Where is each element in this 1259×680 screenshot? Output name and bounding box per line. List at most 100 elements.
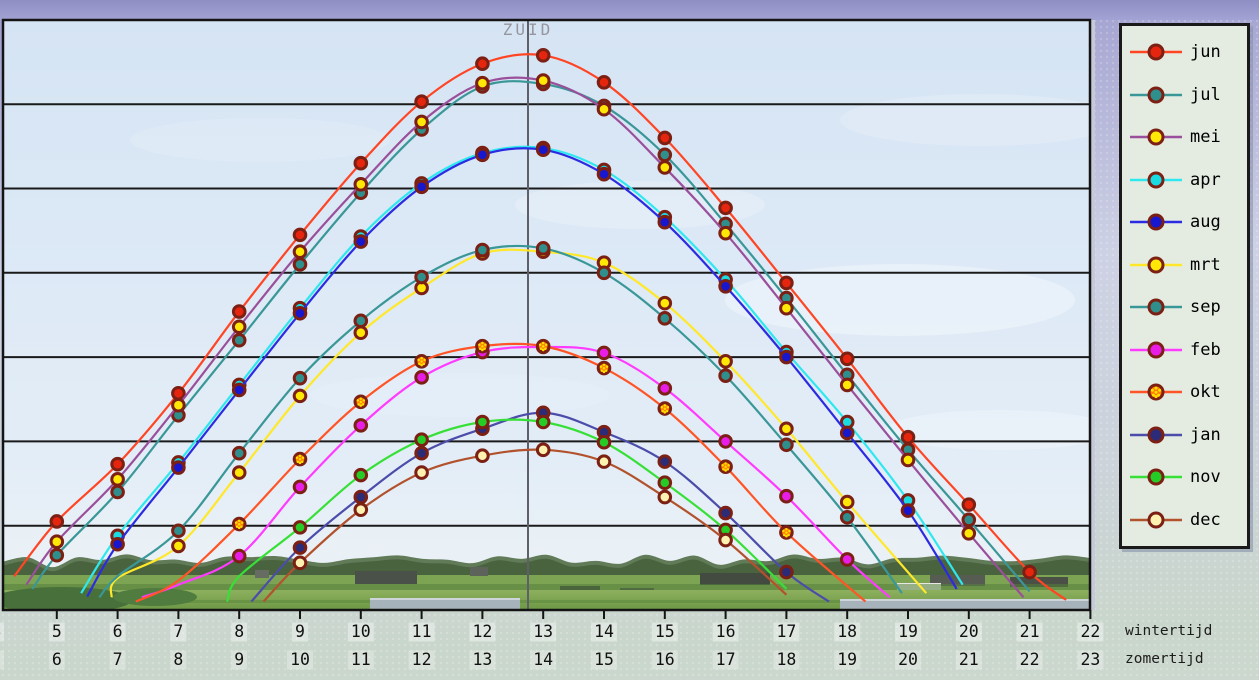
x-label-zomertijd-5: 5	[0, 650, 1, 669]
marker-aug	[839, 425, 855, 441]
marker-feb	[779, 488, 794, 504]
x-label-zomertijd-10: 10	[290, 650, 310, 669]
series-aug	[86, 142, 958, 598]
grass-streak	[3, 600, 1090, 603]
marker-dot	[240, 525, 243, 528]
label-bg	[591, 622, 617, 642]
marker-jan	[1147, 426, 1165, 444]
x-label-zomertijd-18: 18	[776, 650, 796, 669]
x-label-wintertijd-18: 18	[837, 622, 857, 641]
marker-mrt	[839, 494, 855, 510]
marker-dec	[718, 532, 733, 548]
marker-dot	[359, 397, 363, 400]
cloud	[130, 118, 390, 162]
landscape	[3, 554, 1090, 610]
legend-sample	[1130, 86, 1182, 104]
marker-feb	[292, 479, 308, 495]
marker-dot	[663, 411, 667, 414]
marker-dot	[538, 343, 542, 346]
x-label-zomertijd-15: 15	[594, 650, 614, 669]
legend-label: nov	[1190, 467, 1221, 488]
label-bg	[109, 650, 126, 670]
marker-dot	[785, 527, 788, 531]
marker-sep	[353, 313, 369, 329]
x-label-wintertijd-15: 15	[655, 622, 675, 641]
x-label-wintertijd-20: 20	[959, 622, 979, 641]
label-bg	[651, 650, 678, 670]
x-label-zomertijd-20: 20	[898, 650, 918, 669]
marker-nov	[414, 432, 429, 448]
marker-dot	[1154, 386, 1158, 390]
marker-dot	[356, 399, 360, 402]
marker-sep	[231, 445, 247, 461]
marker-jan	[657, 454, 673, 469]
marker-dot	[237, 526, 241, 530]
building	[700, 573, 770, 585]
label-bg	[712, 622, 739, 642]
legend-sample	[1130, 256, 1182, 274]
marker-mei	[110, 472, 125, 487]
marker-mrt	[1147, 256, 1165, 274]
marker-dec	[353, 502, 369, 517]
legend-label: apr	[1190, 169, 1221, 190]
label-bg	[712, 650, 739, 670]
marker-feb	[231, 548, 247, 564]
label-bg	[469, 622, 496, 642]
marker-dot	[484, 343, 487, 346]
x-label-wintertijd-4: 4	[0, 622, 1, 641]
marker-jun	[49, 514, 65, 529]
x-label-wintertijd-9: 9	[295, 622, 305, 641]
water-edge	[370, 598, 520, 600]
marker-sep	[292, 370, 308, 386]
marker-jun	[353, 155, 369, 171]
series-sep	[98, 241, 903, 599]
building	[470, 567, 488, 576]
marker-mei	[414, 114, 429, 130]
marker-dot	[478, 343, 481, 346]
legend-item-jan: jan	[1122, 414, 1247, 457]
marker-jun	[961, 497, 977, 512]
x-label-wintertijd-14: 14	[594, 622, 614, 641]
marker-sep	[718, 368, 733, 383]
marker-mrt	[657, 295, 673, 311]
legend-sample	[1130, 213, 1182, 231]
legend-label: jun	[1190, 42, 1221, 63]
x-label-zomertijd-6: 6	[52, 650, 62, 669]
label-bg	[0, 622, 4, 642]
marker-mei	[353, 176, 369, 192]
marker-jun	[535, 48, 551, 63]
marker-sep	[475, 242, 490, 258]
marker-jun	[596, 74, 612, 90]
marker-dot	[544, 343, 548, 346]
label-bg	[530, 650, 557, 670]
marker-dot	[237, 519, 241, 523]
marker-jun	[1022, 564, 1037, 580]
marker-aug	[353, 234, 369, 249]
marker-dot	[481, 348, 484, 352]
marker-sep	[596, 265, 612, 281]
marker-nov	[1147, 468, 1165, 486]
plot-frame	[1, 18, 1092, 612]
building	[1010, 577, 1068, 587]
label-bg	[292, 622, 308, 642]
label-bg	[895, 622, 921, 642]
marker-feb	[1147, 341, 1165, 359]
label-bg	[834, 650, 861, 670]
curve-aug	[86, 147, 958, 598]
marker-dot	[726, 468, 730, 471]
label-bg	[287, 650, 313, 670]
marker-jun	[475, 56, 490, 72]
x-label-wintertijd-22: 22	[1080, 622, 1100, 641]
marker-dot	[418, 362, 421, 366]
x-label-wintertijd-17: 17	[776, 622, 796, 641]
marker-dec	[1147, 511, 1165, 529]
label-bg	[408, 650, 435, 670]
marker-dot	[782, 533, 786, 537]
label-bg	[347, 622, 374, 642]
marker-dec	[657, 489, 673, 505]
marker-dot	[483, 347, 486, 350]
marker-nov	[535, 414, 551, 430]
marker-dec	[475, 448, 490, 464]
marker-mei	[292, 244, 308, 260]
legend-item-nov: nov	[1122, 456, 1247, 499]
